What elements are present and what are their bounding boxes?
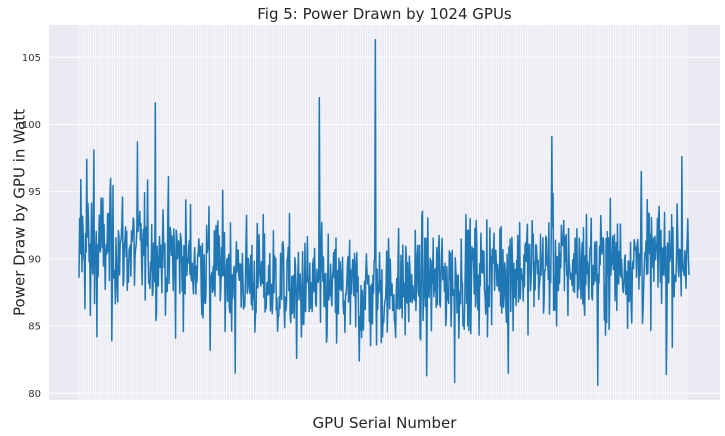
y-tick-label: 90 xyxy=(28,254,41,265)
y-tick-label: 105 xyxy=(22,53,41,64)
y-tick-label: 85 xyxy=(28,322,41,333)
series-line xyxy=(78,39,690,386)
y-axis-title: Power Draw by GPU in Watt xyxy=(10,109,28,316)
x-axis-title: GPU Serial Number xyxy=(313,414,458,432)
y-tick-label: 95 xyxy=(28,187,41,198)
y-tick-label: 100 xyxy=(22,120,41,131)
y-tick-label: 80 xyxy=(28,389,41,400)
chart-title: Fig 5: Power Drawn by 1024 GPUs xyxy=(257,5,512,23)
y-tick-labels: 80 85 90 95 100 105 xyxy=(22,53,41,400)
